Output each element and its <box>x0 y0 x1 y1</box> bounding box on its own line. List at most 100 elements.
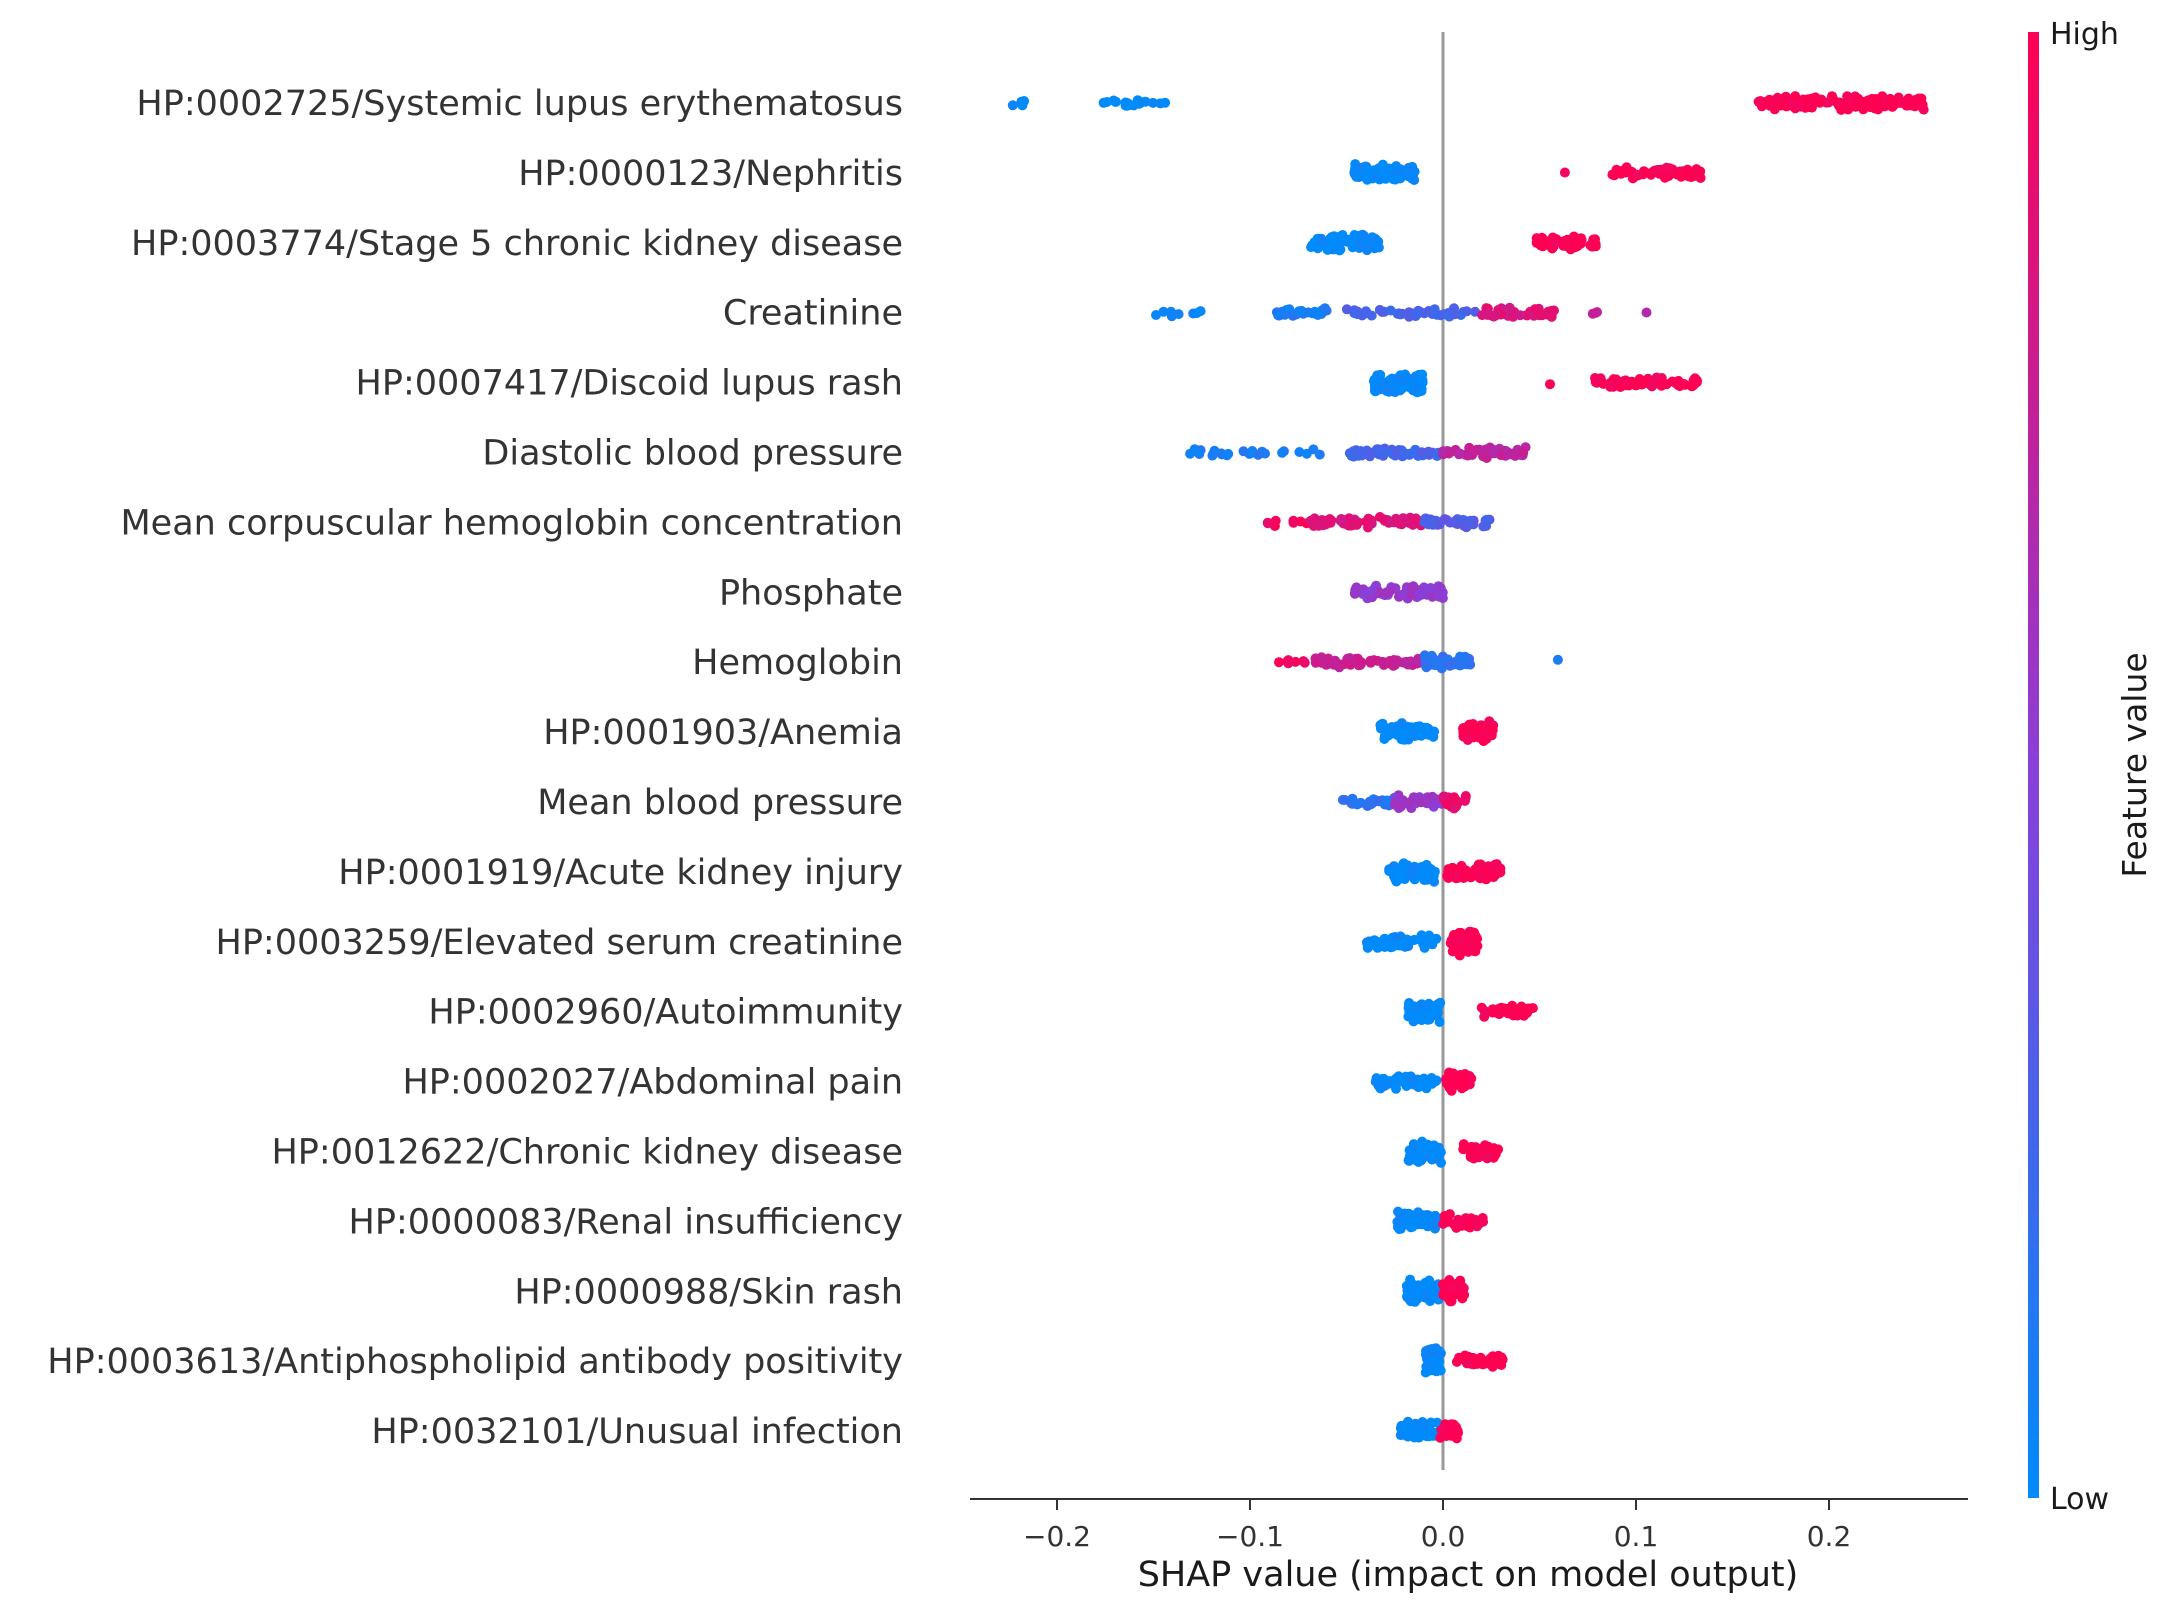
shap-point <box>1419 942 1430 953</box>
shap-point <box>1453 1218 1464 1229</box>
shap-point <box>1526 1003 1537 1014</box>
shap-point <box>1683 171 1694 182</box>
shap-point <box>1479 1005 1490 1016</box>
shap-point <box>1405 656 1416 667</box>
shap-point <box>1337 794 1348 805</box>
shap-point <box>1387 722 1397 732</box>
shap-point <box>1442 871 1453 881</box>
shap-point <box>1488 311 1499 322</box>
shap-point <box>1416 447 1427 458</box>
shap-point <box>1401 1081 1412 1091</box>
shap-point <box>1355 163 1366 174</box>
shap-point <box>1449 803 1460 814</box>
shap-point <box>1277 447 1288 458</box>
shap-point <box>1313 242 1324 253</box>
shap-point <box>1481 453 1492 463</box>
shap-point <box>1469 446 1480 457</box>
shap-point <box>1415 1146 1426 1157</box>
shap-point <box>1381 447 1392 458</box>
shap-point <box>1390 874 1401 885</box>
shap-point <box>1632 169 1643 180</box>
shap-point <box>1429 1150 1440 1161</box>
shap-point <box>1406 166 1417 177</box>
shap-point <box>1426 1073 1437 1083</box>
shap-point <box>1383 658 1394 669</box>
shap-point <box>1424 930 1435 941</box>
shap-point <box>1619 375 1630 386</box>
shap-point <box>1158 306 1169 317</box>
feature-labels: HP:0002725/Systemic lupus erythematosus H… <box>47 84 903 1452</box>
shap-point <box>1480 1145 1491 1156</box>
shap-point <box>1469 870 1480 881</box>
feature-label: HP:0002725/Systemic lupus erythematosus <box>136 84 903 124</box>
shap-point <box>1403 1001 1414 1012</box>
shap-point <box>1193 447 1204 457</box>
shap-point <box>1308 521 1319 531</box>
shap-point <box>1434 1017 1445 1027</box>
shap-point <box>1408 581 1419 592</box>
shap-point <box>1420 1367 1431 1378</box>
shap-point <box>1458 723 1469 733</box>
shap-point <box>1827 91 1837 102</box>
shap-point <box>1316 233 1327 244</box>
shap-point <box>1390 1077 1401 1088</box>
shap-point <box>1395 309 1406 320</box>
feature-label: Mean blood pressure <box>537 783 903 823</box>
shap-point <box>1378 940 1389 951</box>
shap-point <box>1790 91 1801 102</box>
shap-point <box>1515 310 1526 321</box>
shap-point <box>1398 1421 1409 1432</box>
shap-point <box>1676 171 1687 182</box>
shap-point <box>1365 165 1376 176</box>
shap-point <box>1432 1417 1443 1428</box>
shap-point <box>1362 940 1373 951</box>
shap-point <box>1493 1350 1504 1361</box>
shap-point <box>1462 659 1473 670</box>
shap-point <box>1382 795 1392 806</box>
shap-point <box>1482 1153 1493 1164</box>
shap-point <box>1459 867 1470 878</box>
shap-point <box>1505 449 1516 460</box>
shap-point <box>1173 309 1184 320</box>
shap-point <box>1420 1349 1431 1360</box>
shap-point <box>1414 587 1425 598</box>
shap-point <box>1478 736 1489 747</box>
shap-point <box>1407 1074 1418 1085</box>
shap-point <box>1886 96 1897 107</box>
shap-point <box>1353 450 1364 461</box>
x-tick-label: 0.2 <box>1807 1520 1852 1553</box>
shap-point <box>1420 1277 1431 1288</box>
shap-point <box>1346 520 1357 531</box>
shap-point <box>1673 375 1684 386</box>
shap-point <box>1374 796 1384 807</box>
shap-point <box>1366 586 1377 597</box>
shap-point <box>1411 382 1422 393</box>
shap-point <box>1775 100 1786 111</box>
shap-point <box>1294 306 1304 317</box>
shap-point <box>1416 797 1427 808</box>
feature-label: HP:0007417/Discoid lupus rash <box>356 364 903 404</box>
shap-point <box>1465 1152 1476 1162</box>
shap-point <box>1238 446 1249 457</box>
shap-point <box>1457 1293 1468 1304</box>
shap-point <box>1418 1075 1429 1085</box>
shap-point <box>1426 516 1437 527</box>
shap-point <box>1518 447 1529 458</box>
shap-point <box>1609 170 1620 181</box>
shap-point <box>1396 382 1407 393</box>
shap-point <box>1408 1139 1419 1150</box>
shap-point <box>1478 1216 1489 1227</box>
shap-point <box>1458 1139 1469 1150</box>
colorbar <box>2028 32 2039 1498</box>
shap-point <box>1843 104 1854 115</box>
x-axis-ticks: −0.2 −0.1 0.0 0.1 0.2 <box>1023 1499 1851 1553</box>
shap-point <box>1515 1009 1526 1020</box>
shap-point <box>1461 306 1472 317</box>
shap-point <box>1444 447 1455 458</box>
shap-point <box>1327 237 1338 248</box>
shap-point <box>1470 931 1481 941</box>
shap-point <box>1362 245 1372 256</box>
shap-point <box>1392 167 1403 177</box>
feature-label: HP:0003259/Elevated serum creatinine <box>216 923 904 963</box>
